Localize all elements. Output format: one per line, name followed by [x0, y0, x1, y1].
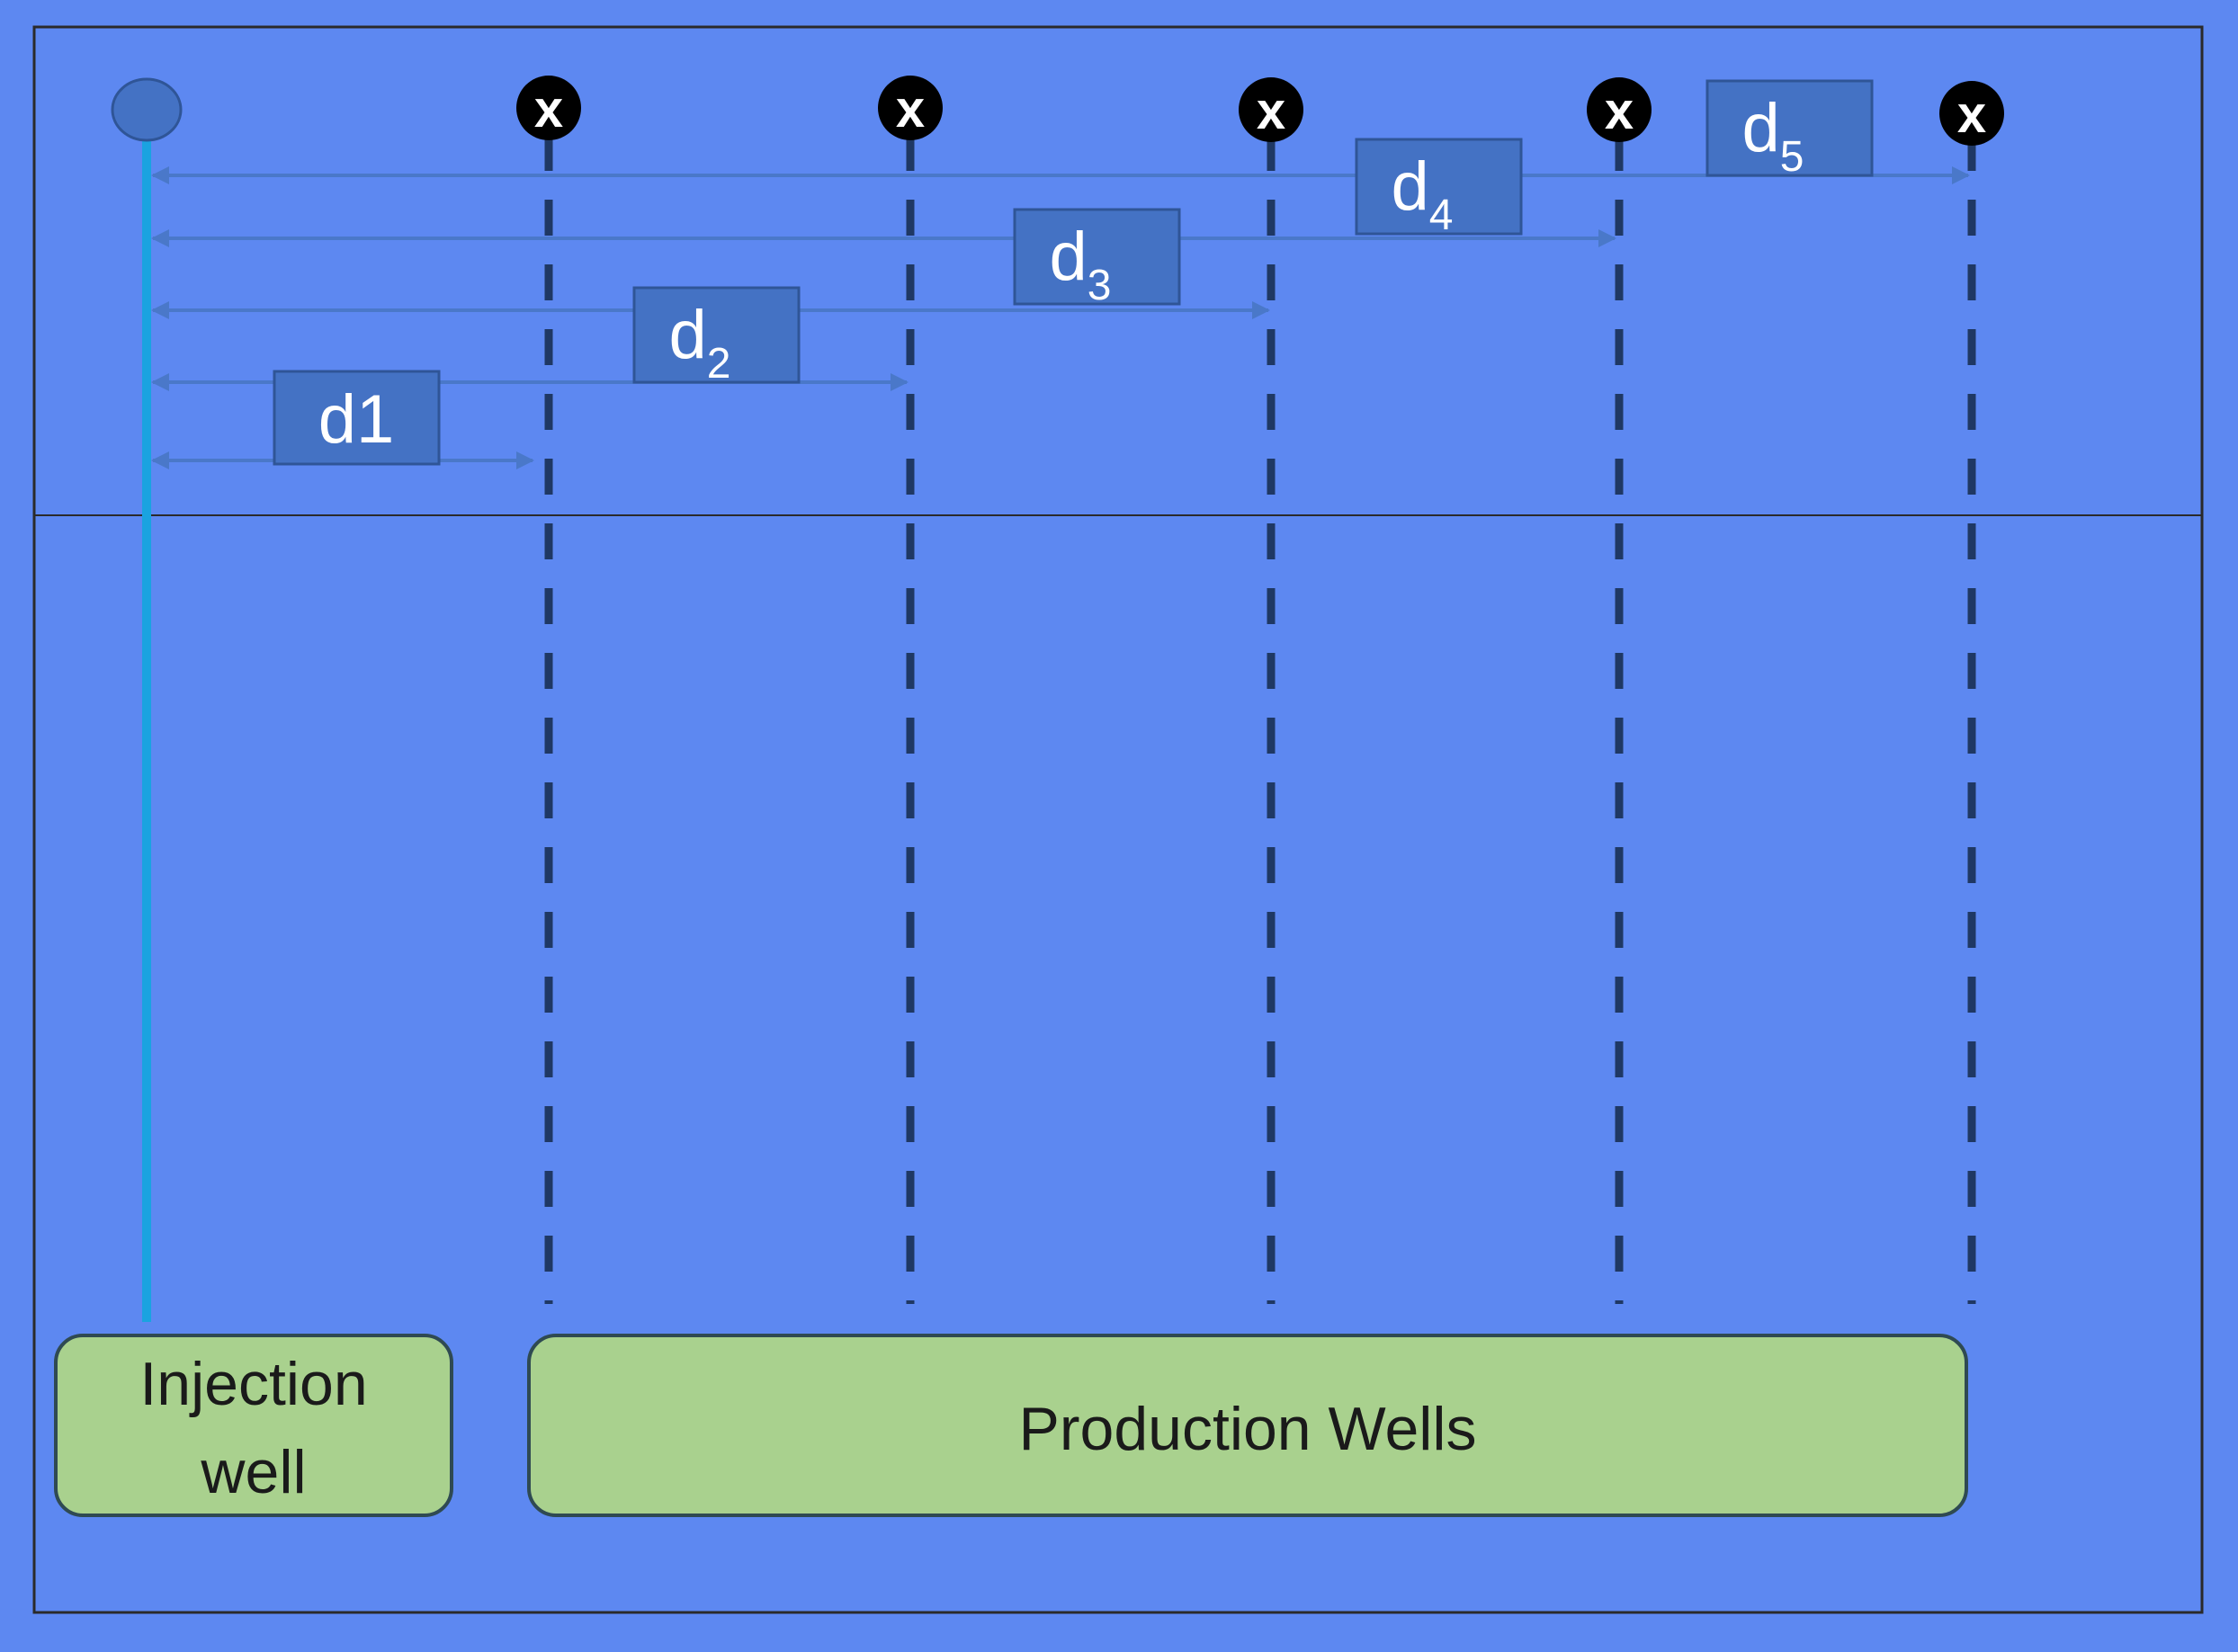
production-well-2-x-icon: x [896, 80, 925, 138]
production-well-2: x [878, 76, 943, 1304]
production-well-5: x [1939, 81, 2004, 1304]
distance-label-d1: d1 [273, 370, 441, 466]
svg-text:d2: d2 [669, 297, 731, 388]
production-well-2-marker [878, 76, 943, 140]
production-well-1: x [516, 76, 581, 1304]
injection-well-marker [111, 77, 183, 142]
production-well-1-x-icon: x [534, 80, 563, 138]
distance-label-d3-text: d [1050, 219, 1088, 295]
svg-text:d1: d1 [318, 381, 395, 458]
distance-label-d1-text: d1 [318, 381, 395, 458]
production-well-4-x-icon: x [1605, 82, 1634, 140]
injection-well-label-line1: Injection [139, 1350, 367, 1418]
svg-text:d5: d5 [1742, 90, 1804, 181]
production-well-3: x [1239, 77, 1303, 1304]
production-wells-label: Production Wells [527, 1334, 1968, 1517]
diagram-border [32, 25, 2204, 1614]
distance-label-d4: d4 [1355, 138, 1523, 239]
distance-label-d2: d2 [632, 286, 801, 388]
distance-label-d2-subscript: 2 [707, 340, 731, 388]
production-well-1-marker [516, 76, 581, 140]
distance-label-d5: d5 [1705, 79, 1874, 181]
distance-label-d3-subscript: 3 [1088, 262, 1112, 309]
production-wells-label-text: Production Wells [1019, 1395, 1477, 1463]
distance-label-d5-subscript: 5 [1780, 133, 1804, 181]
production-well-5-x-icon: x [1957, 85, 1986, 144]
distance-label-d2-text: d [669, 297, 707, 373]
distance-label-d3: d3 [1013, 208, 1181, 309]
distance-label-d4-text: d [1392, 148, 1429, 225]
svg-text:d3: d3 [1050, 219, 1112, 309]
production-well-4-marker [1587, 77, 1652, 142]
production-well-3-marker [1239, 77, 1303, 142]
production-well-3-x-icon: x [1257, 82, 1285, 140]
svg-text:d4: d4 [1392, 148, 1454, 239]
production-well-5-marker [1939, 81, 2004, 146]
injection-well-label-line2: well [200, 1438, 306, 1506]
distance-label-d5-text: d [1742, 90, 1780, 166]
distance-label-d4-subscript: 4 [1429, 192, 1454, 239]
injection-well-label: Injection well [54, 1334, 453, 1517]
production-well-4: x [1587, 77, 1652, 1304]
